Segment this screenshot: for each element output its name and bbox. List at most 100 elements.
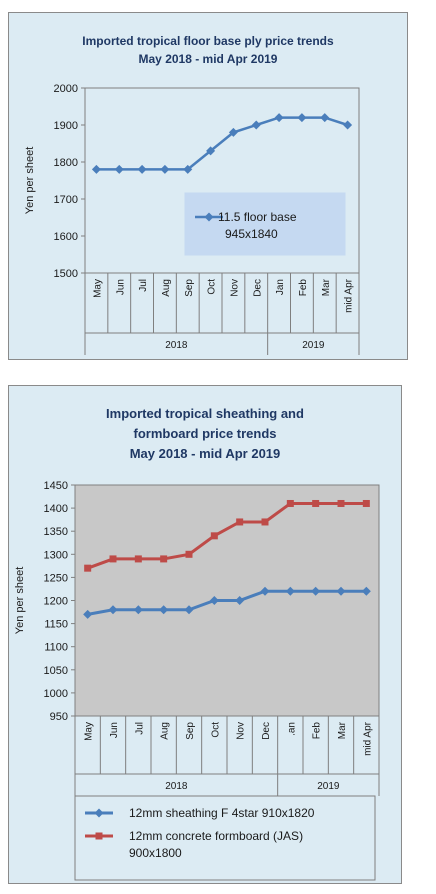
data-point bbox=[209, 596, 219, 605]
legend-box bbox=[184, 192, 346, 256]
y-tick-label: 1900 bbox=[54, 120, 78, 132]
chart-title: Imported tropical floor base ply price t… bbox=[82, 34, 334, 48]
y-tick-label: 1050 bbox=[44, 665, 68, 677]
y-tick-label: 1350 bbox=[44, 526, 68, 538]
category-label: Dec bbox=[252, 279, 263, 297]
data-point bbox=[235, 596, 245, 605]
y-tick-label: 1250 bbox=[44, 572, 68, 584]
data-point bbox=[336, 586, 346, 596]
category-label: Aug bbox=[161, 279, 172, 297]
category-label: May bbox=[92, 279, 103, 298]
data-point bbox=[312, 499, 320, 507]
series-layer bbox=[91, 113, 353, 174]
x-axis-year-groups: 2018 2019 bbox=[84, 332, 360, 355]
data-point bbox=[261, 518, 269, 526]
category-label: Jul bbox=[138, 279, 149, 292]
data-point bbox=[311, 586, 321, 596]
legend-swatch-marker bbox=[94, 808, 104, 818]
y-tick-label: 1150 bbox=[44, 619, 68, 631]
data-point bbox=[134, 555, 142, 563]
data-point bbox=[285, 586, 295, 596]
category-label: mid Apr bbox=[362, 721, 373, 756]
legend-swatch-marker bbox=[204, 212, 214, 222]
chart-title-line-1: Imported tropical sheathing and bbox=[106, 406, 304, 421]
category-label: Feb bbox=[298, 279, 309, 297]
legend-box bbox=[74, 795, 376, 881]
legend-label: 11.5 floor base bbox=[218, 210, 297, 224]
data-point bbox=[91, 164, 101, 174]
legend-label: 12mm sheathing F 4star 910x1820 bbox=[129, 806, 315, 820]
category-label: Oct bbox=[207, 279, 218, 295]
category-label: Feb bbox=[312, 722, 323, 740]
year-label: 2018 bbox=[165, 340, 188, 351]
category-label: mid Apr bbox=[344, 278, 355, 313]
chart-title-line-2: formboard price trends bbox=[133, 426, 276, 441]
x-axis-year-groups: 2018 2019 bbox=[74, 773, 380, 796]
data-point bbox=[260, 586, 270, 596]
year-label: 2019 bbox=[317, 781, 340, 792]
category-label: Jul bbox=[134, 722, 145, 735]
data-point bbox=[210, 532, 218, 540]
y-tick-label: 1500 bbox=[54, 268, 78, 280]
category-label: May bbox=[84, 722, 95, 741]
data-point bbox=[184, 605, 194, 615]
data-point bbox=[133, 605, 143, 615]
y-tick-label: 1200 bbox=[44, 596, 68, 608]
data-point bbox=[297, 113, 307, 123]
legend: 11.5 floor base 945x1840 bbox=[184, 192, 346, 256]
y-axis-label: Yen per sheet bbox=[24, 147, 36, 214]
chart-floor-base: Imported tropical floor base ply price t… bbox=[24, 34, 360, 355]
x-axis-categories: May Jun Jul Aug Sep Oct Nov Dec .an Feb Mar mid Apr bbox=[74, 716, 380, 774]
category-label: Oct bbox=[210, 722, 221, 738]
y-tick-label: 1000 bbox=[44, 688, 68, 700]
category-label: Sep bbox=[184, 279, 195, 297]
data-point bbox=[84, 564, 92, 572]
chart-panel-sheathing-formboard: Imported tropical sheathing and formboar… bbox=[8, 385, 402, 884]
y-tick-label: 1450 bbox=[44, 480, 68, 492]
year-label: 2019 bbox=[302, 340, 325, 351]
data-point bbox=[114, 164, 124, 174]
data-point bbox=[251, 120, 261, 130]
data-point bbox=[160, 555, 168, 563]
series-layer bbox=[83, 499, 371, 619]
data-point bbox=[320, 113, 330, 123]
series-line bbox=[87, 501, 367, 570]
category-label: Mar bbox=[337, 721, 348, 739]
data-point bbox=[137, 164, 147, 174]
y-tick-label: 950 bbox=[50, 711, 68, 723]
category-label: Jun bbox=[109, 722, 120, 738]
category-label: .an bbox=[286, 722, 297, 736]
y-axis-ticks: 1500 1600 1700 1800 1900 2000 bbox=[54, 83, 85, 280]
data-point bbox=[159, 605, 169, 615]
y-tick-label: 1100 bbox=[44, 642, 68, 654]
y-tick-label: 1700 bbox=[54, 194, 78, 206]
y-tick-label: 1600 bbox=[54, 231, 78, 243]
y-axis-ticks: 950 1000 1050 1100 1150 1200 1250 1300 1350 1400 1… bbox=[44, 480, 75, 723]
data-point bbox=[337, 499, 345, 507]
data-point bbox=[206, 146, 216, 156]
category-label: Jan bbox=[275, 279, 286, 295]
y-tick-label: 1800 bbox=[54, 157, 78, 169]
chart-sheathing-formboard: Imported tropical sheathing and formboar… bbox=[14, 406, 380, 881]
chart-subtitle: May 2018 - mid Apr 2019 bbox=[139, 52, 278, 66]
data-point bbox=[362, 499, 370, 507]
chart-title-line-3: May 2018 - mid Apr 2019 bbox=[130, 446, 281, 461]
data-point bbox=[274, 113, 284, 123]
data-point bbox=[83, 609, 93, 619]
y-tick-label: 1300 bbox=[44, 549, 68, 561]
data-point bbox=[343, 120, 353, 130]
legend-label: 12mm concrete formboard (JAS) bbox=[129, 829, 303, 843]
chart-panel-floor-base: Imported tropical floor base ply price t… bbox=[8, 12, 408, 360]
data-point bbox=[160, 164, 170, 174]
data-point bbox=[286, 499, 294, 507]
year-label: 2018 bbox=[165, 781, 188, 792]
legend-label: 900x1800 bbox=[129, 846, 182, 860]
category-label: Jun bbox=[115, 279, 126, 295]
category-label: Nov bbox=[229, 279, 240, 297]
category-label: Mar bbox=[321, 278, 332, 296]
series-line bbox=[96, 116, 348, 171]
data-point bbox=[108, 605, 118, 615]
legend-label: 945x1840 bbox=[225, 227, 278, 241]
x-axis-categories: May Jun Jul Aug Sep Oct Nov Dec Jan Feb Mar mid Apr bbox=[84, 273, 360, 333]
legend: 12mm sheathing F 4star 910x1820 12mm conc… bbox=[74, 795, 376, 881]
